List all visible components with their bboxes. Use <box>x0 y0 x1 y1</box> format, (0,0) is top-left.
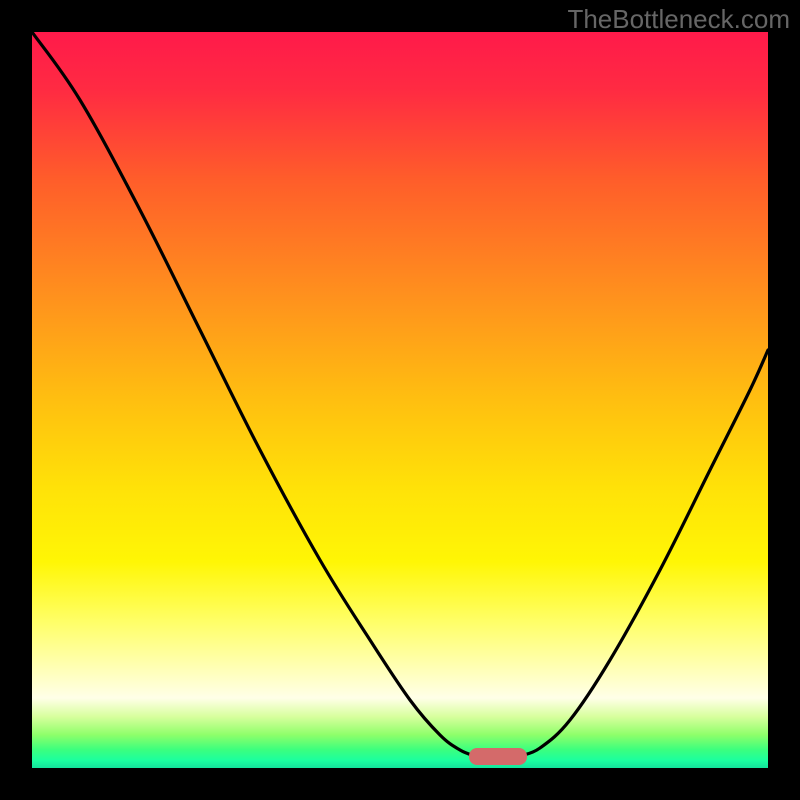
bottleneck-curves <box>0 0 800 800</box>
watermark-text: TheBottleneck.com <box>567 4 790 35</box>
optimal-marker <box>469 748 527 765</box>
chart-container: TheBottleneck.com <box>0 0 800 800</box>
curve-left <box>32 32 475 756</box>
curve-right <box>520 350 768 756</box>
